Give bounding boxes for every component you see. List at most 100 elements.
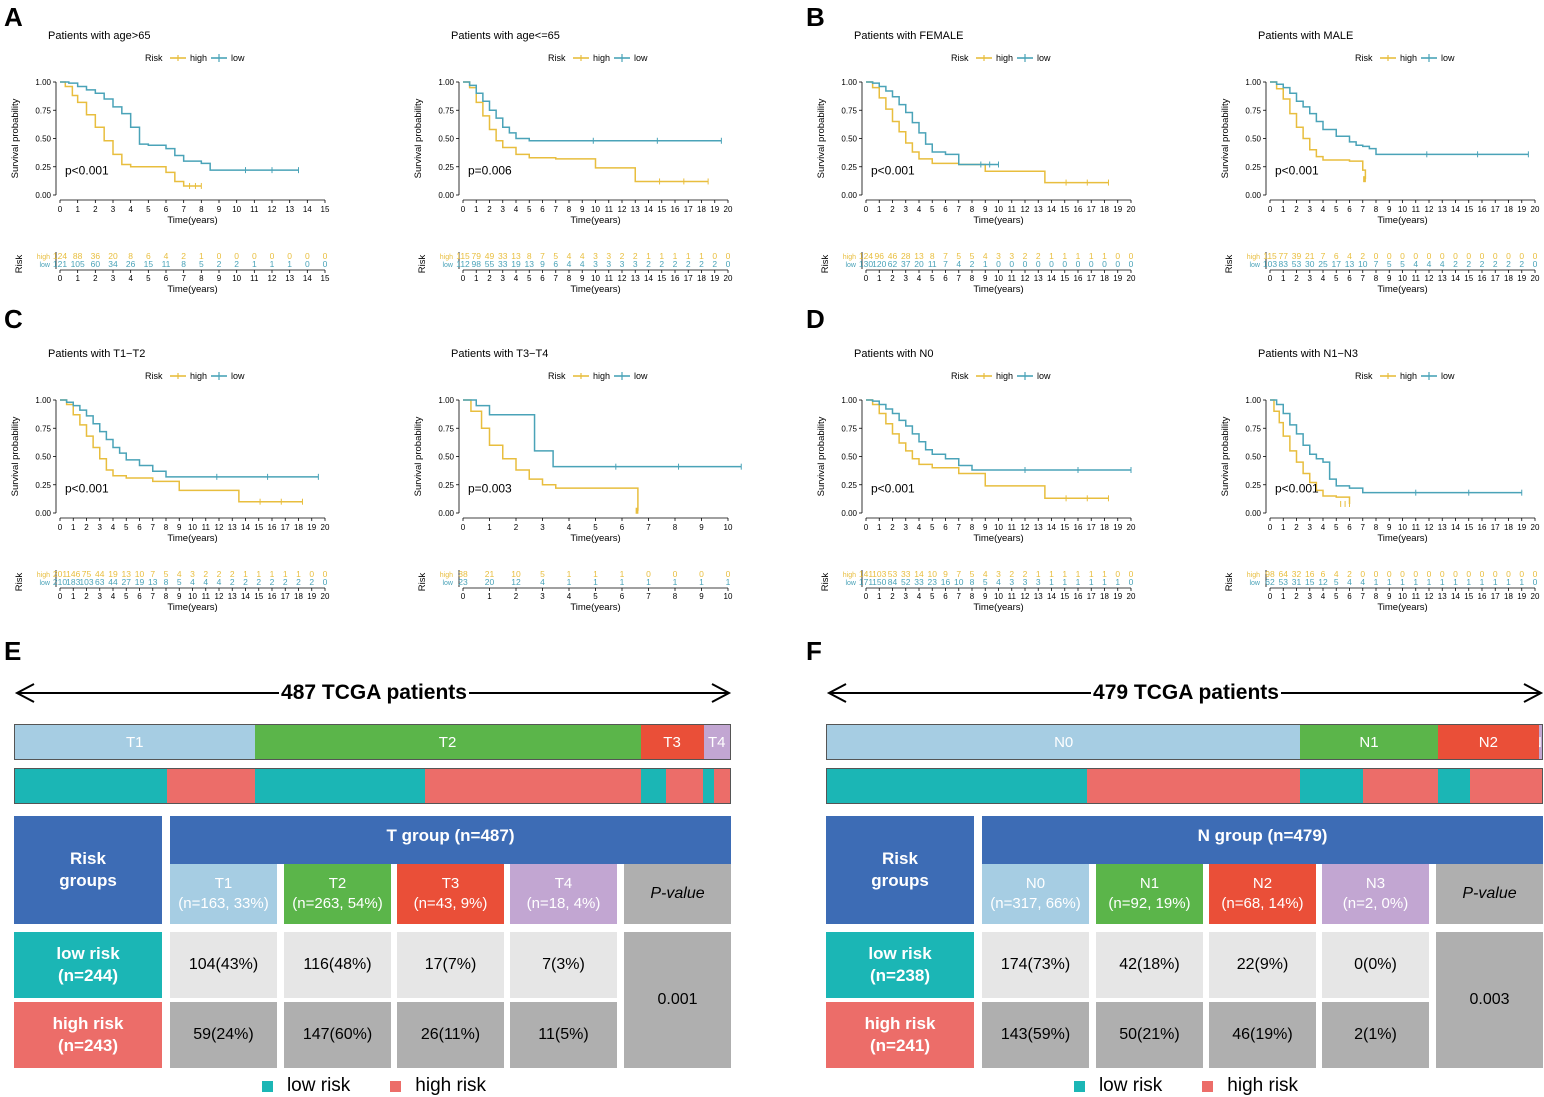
km-curve-high bbox=[463, 81, 709, 183]
risk-x-tick-label: 9 bbox=[983, 274, 988, 283]
risk-x-tick-label: 11 bbox=[250, 274, 259, 283]
km-curve-high bbox=[463, 399, 639, 511]
x-tick-label: 6 bbox=[620, 523, 625, 532]
risk-count-high: 5 bbox=[553, 251, 558, 261]
y-tick-label: 0.50 bbox=[1245, 453, 1261, 462]
x-tick-label: 8 bbox=[1374, 205, 1379, 214]
risk-count-low: 33 bbox=[914, 577, 924, 587]
x-tick-label: 3 bbox=[1308, 523, 1313, 532]
low-risk-cell: 116(48%) bbox=[284, 932, 391, 998]
x-tick-label: 20 bbox=[724, 205, 733, 214]
risk-count-low: 1 bbox=[699, 577, 704, 587]
risk-x-tick-label: 18 bbox=[1504, 592, 1513, 601]
risk-count-high: 8 bbox=[527, 251, 532, 261]
column-name: T3 bbox=[441, 875, 460, 892]
x-axis-label: Time(years) bbox=[167, 215, 217, 226]
risk-count-high: 0 bbox=[1387, 251, 1392, 261]
risk-x-tick-label: 1 bbox=[877, 274, 882, 283]
risk-x-tick-label: 16 bbox=[1074, 274, 1083, 283]
km-curve-low bbox=[866, 399, 1131, 471]
x-tick-label: 12 bbox=[1021, 205, 1030, 214]
high-risk-cell: 2(1%) bbox=[1322, 1002, 1429, 1068]
x-tick-label: 9 bbox=[983, 205, 988, 214]
risk-x-tick-label: 5 bbox=[593, 592, 598, 601]
risk-x-tick-label: 20 bbox=[321, 592, 330, 601]
x-tick-label: 18 bbox=[1504, 205, 1513, 214]
risk-x-tick-label: 19 bbox=[1113, 274, 1122, 283]
risk-bar-segment bbox=[1437, 769, 1471, 803]
risk-x-tick-label: 14 bbox=[1451, 274, 1460, 283]
y-tick-label: 0.25 bbox=[841, 481, 857, 490]
x-tick-label: 0 bbox=[461, 205, 466, 214]
risk-count-low: 31 bbox=[1292, 577, 1302, 587]
risk-count-low: 2 bbox=[296, 577, 301, 587]
y-axis-label: Survival probability bbox=[10, 98, 21, 178]
risk-bar-segment bbox=[1300, 769, 1364, 803]
risk-x-tick-label: 5 bbox=[1334, 274, 1339, 283]
x-tick-label: 9 bbox=[1387, 523, 1392, 532]
x-tick-label: 1 bbox=[75, 205, 80, 214]
risk-count-low: 1 bbox=[1400, 577, 1405, 587]
x-tick-label: 1 bbox=[474, 205, 479, 214]
risk-count-high: 5 bbox=[164, 569, 169, 579]
high-risk-cell: 11(5%) bbox=[510, 1002, 617, 1068]
risk-count-low: 5 bbox=[1334, 577, 1339, 587]
x-tick-label: 13 bbox=[1034, 205, 1043, 214]
risk-count-low: 1 bbox=[1440, 577, 1445, 587]
low-risk-cell: 7(3%) bbox=[510, 932, 617, 998]
risk-count-low: 23 bbox=[458, 577, 468, 587]
risk-x-tick-label: 16 bbox=[1478, 592, 1487, 601]
x-tick-label: 0 bbox=[864, 523, 869, 532]
risk-count-high: 36 bbox=[91, 251, 101, 261]
risk-x-tick-label: 18 bbox=[697, 274, 706, 283]
risk-count-high: 0 bbox=[1453, 569, 1458, 579]
risk-count-high: 0 bbox=[1413, 569, 1418, 579]
risk-x-tick-label: 9 bbox=[217, 274, 222, 283]
x-tick-label: 4 bbox=[917, 205, 922, 214]
risk-x-tick-label: 17 bbox=[1491, 592, 1500, 601]
risk-x-tick-label: 15 bbox=[657, 274, 666, 283]
x-tick-label: 12 bbox=[1425, 523, 1434, 532]
risk-count-high: 1 bbox=[659, 251, 664, 261]
p-value: p<0.001 bbox=[65, 482, 109, 496]
risk-count-low: 60 bbox=[91, 259, 101, 269]
x-tick-label: 3 bbox=[1308, 205, 1313, 214]
x-tick-label: 16 bbox=[1074, 523, 1083, 532]
risk-x-tick-label: 11 bbox=[1008, 592, 1017, 601]
x-tick-label: 15 bbox=[1464, 523, 1473, 532]
risk-bar-segment bbox=[1470, 769, 1542, 803]
p-value: p<0.001 bbox=[871, 482, 915, 496]
x-tick-label: 0 bbox=[1268, 205, 1273, 214]
risk-count-high: 0 bbox=[1115, 569, 1120, 579]
legend-low-risk: low risk bbox=[1073, 1075, 1162, 1097]
risk-bar-segment bbox=[167, 769, 255, 803]
x-tick-label: 10 bbox=[591, 205, 600, 214]
risk-count-high: 1 bbox=[1076, 569, 1081, 579]
legend-title: Risk bbox=[1355, 53, 1373, 63]
column-header-t1: T1 (n=163, 33%) bbox=[170, 864, 277, 924]
x-tick-label: 12 bbox=[215, 523, 224, 532]
risk-count-high: 16 bbox=[1305, 569, 1315, 579]
risk-count-high: 32 bbox=[1292, 569, 1302, 579]
risk-x-tick-label: 16 bbox=[1074, 592, 1083, 601]
risk-count-high: 7 bbox=[150, 569, 155, 579]
risk-count-low: 10 bbox=[954, 577, 964, 587]
x-tick-label: 6 bbox=[1347, 205, 1352, 214]
risk-x-tick-label: 10 bbox=[232, 274, 241, 283]
risk-count-low: 2 bbox=[1453, 259, 1458, 269]
risk-count-low: 171 bbox=[859, 577, 873, 587]
risk-x-tick-label: 15 bbox=[1060, 592, 1069, 601]
km-curve-low bbox=[1270, 81, 1529, 156]
risk-count-high: 0 bbox=[1466, 569, 1471, 579]
panel-letter-e: E bbox=[4, 636, 22, 666]
p-value: p=0.003 bbox=[468, 482, 512, 496]
low-risk-cell: 22(9%) bbox=[1209, 932, 1316, 998]
legend-title: Risk bbox=[1355, 371, 1373, 381]
risk-count-high: 0 bbox=[1427, 251, 1432, 261]
risk-count-low: 10 bbox=[1358, 259, 1368, 269]
x-tick-label: 19 bbox=[307, 523, 316, 532]
column-count: (n=2, 0%) bbox=[1342, 895, 1409, 912]
